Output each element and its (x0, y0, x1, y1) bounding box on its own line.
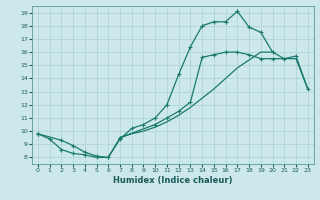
X-axis label: Humidex (Indice chaleur): Humidex (Indice chaleur) (113, 176, 233, 185)
